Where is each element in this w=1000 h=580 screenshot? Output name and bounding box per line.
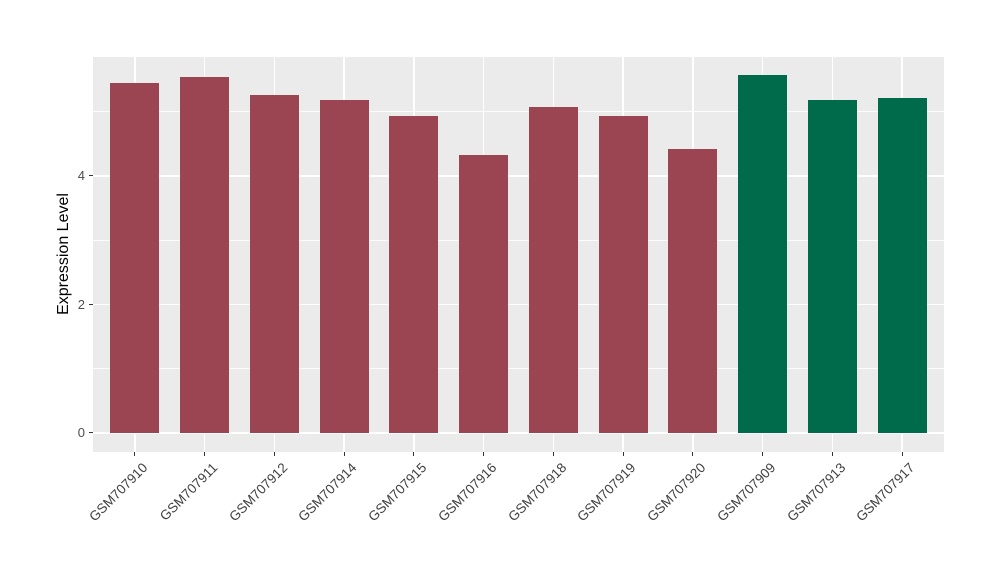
x-tick-mark [204, 452, 206, 456]
minor-gridline [93, 368, 944, 370]
bar-GSM707909 [738, 75, 788, 433]
bar-GSM707910 [110, 83, 160, 433]
bar-GSM707911 [180, 77, 229, 433]
bar-GSM707920 [668, 149, 718, 433]
y-tick-label: 2 [77, 296, 85, 312]
bar-GSM707919 [598, 116, 648, 433]
x-tick-mark [692, 452, 694, 456]
x-tick-label: GSM707912 [225, 460, 290, 525]
y-tick-label: 4 [77, 168, 85, 184]
bar-GSM707913 [807, 99, 857, 433]
y-tick-mark [89, 432, 93, 434]
major-gridline [93, 175, 944, 177]
x-tick-mark [343, 452, 345, 456]
minor-gridline [93, 111, 944, 113]
bar-GSM707917 [877, 98, 927, 433]
x-tick-label: GSM707913 [783, 460, 849, 525]
bar-GSM707918 [528, 106, 578, 433]
x-tick-label: GSM707916 [435, 460, 500, 525]
x-tick-label: GSM707914 [295, 460, 360, 525]
x-tick-mark [413, 452, 415, 456]
x-tick-label: GSM707917 [853, 460, 918, 525]
y-tick-mark [89, 175, 93, 177]
bar-GSM707914 [319, 99, 369, 433]
plot-panel [93, 57, 944, 452]
x-tick-mark [134, 452, 136, 456]
x-tick-label: GSM707911 [156, 460, 221, 524]
bar-GSM707915 [389, 116, 439, 433]
y-tick-mark [89, 303, 93, 305]
major-gridline [93, 303, 944, 306]
bar-GSM707912 [249, 95, 299, 433]
y-tick-label: 0 [77, 425, 85, 441]
x-tick-label: GSM707909 [714, 460, 779, 525]
x-tick-label: GSM707915 [365, 460, 430, 525]
x-tick-mark [831, 452, 833, 456]
bar-GSM707916 [459, 154, 509, 433]
x-tick-label: GSM707919 [574, 460, 639, 525]
x-tick-label: GSM707920 [644, 460, 709, 525]
x-tick-mark [273, 452, 275, 456]
x-tick-mark [552, 452, 554, 456]
major-gridline [93, 432, 944, 434]
x-tick-mark [622, 452, 624, 456]
x-tick-mark [483, 452, 485, 456]
x-tick-label: GSM707910 [86, 460, 151, 525]
minor-gridline [93, 239, 944, 241]
x-tick-label: GSM707918 [504, 460, 569, 525]
x-tick-mark [762, 452, 764, 456]
x-tick-mark [901, 452, 903, 456]
